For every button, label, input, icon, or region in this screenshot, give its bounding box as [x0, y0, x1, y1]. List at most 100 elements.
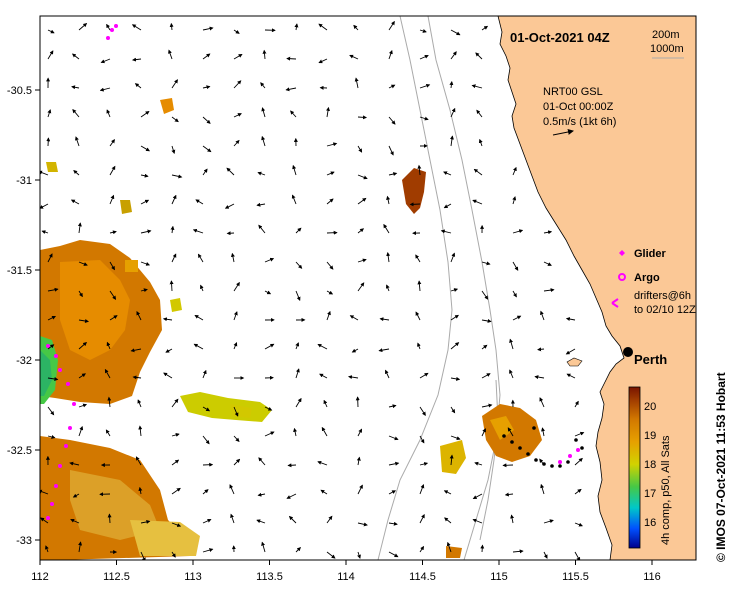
current-vector — [415, 311, 421, 321]
x-tick-label: 116 — [643, 571, 661, 583]
current-vector — [481, 261, 491, 266]
current-vector — [47, 315, 57, 321]
colorbar-tick-18: 18 — [644, 459, 656, 471]
current-vector — [109, 261, 115, 271]
current-vector — [233, 281, 240, 292]
current-vector — [357, 484, 363, 495]
drifter-legend-line1: drifters@6h — [634, 290, 691, 302]
current-vector — [388, 172, 398, 176]
current-vector — [450, 314, 459, 321]
current-vector — [319, 373, 328, 379]
colorbar-caption: 4h comp, p50, All Sats — [660, 435, 672, 545]
current-scale: 0.5m/s (1kt 6h) — [543, 116, 616, 128]
current-vector — [419, 484, 425, 495]
current-vector — [224, 203, 235, 209]
current-vector — [70, 518, 80, 524]
current-vector — [357, 115, 367, 120]
current-vector — [41, 230, 49, 234]
current-vector — [475, 52, 483, 60]
current-vector — [357, 228, 365, 234]
credit-text: © IMOS 07-Oct-2021 11:53 Hobart — [714, 372, 728, 562]
current-vector — [47, 50, 54, 60]
current-vector — [40, 203, 49, 209]
current-vector — [357, 174, 368, 180]
current-vector — [509, 369, 514, 379]
current-vector — [226, 167, 235, 176]
current-vector — [171, 459, 180, 466]
current-vector — [47, 406, 55, 416]
current-vector — [565, 348, 576, 355]
current-vector — [47, 287, 59, 292]
y-tick-label: -30.5 — [7, 85, 32, 97]
current-vector — [357, 145, 363, 153]
perth-marker — [623, 347, 633, 357]
current-vector — [134, 83, 142, 89]
city-label: Perth — [634, 352, 667, 367]
current-vector — [138, 425, 143, 437]
current-vector — [450, 376, 461, 381]
current-vector — [472, 199, 483, 205]
current-vector — [75, 136, 80, 147]
current-vector — [294, 23, 299, 31]
current-vector — [45, 545, 49, 553]
current-vector — [388, 435, 399, 441]
current-vector — [233, 29, 240, 34]
x-tick-label: 115 — [490, 571, 508, 583]
y-tick-label: -31 — [16, 175, 32, 187]
current-vector — [233, 406, 239, 417]
current-vector — [415, 254, 421, 263]
current-vector — [543, 551, 548, 559]
drifter-legend-line2: to 02/10 12Z — [634, 304, 696, 316]
current-vector — [78, 261, 88, 266]
current-vector — [574, 488, 582, 495]
current-vector — [71, 53, 80, 60]
current-vector — [130, 348, 142, 353]
current-vector — [233, 311, 238, 321]
current-vector — [473, 168, 483, 176]
current-vector — [171, 398, 179, 408]
current-vector — [357, 282, 365, 292]
current-vector — [419, 54, 429, 60]
current-vector — [138, 486, 143, 495]
current-vector — [481, 290, 489, 300]
current-vector — [171, 551, 176, 558]
current-vector — [140, 111, 150, 118]
current-vector — [202, 116, 211, 124]
current-vector — [171, 487, 181, 495]
current-vector — [291, 194, 297, 205]
current-vector — [326, 310, 331, 321]
current-vector — [419, 406, 426, 416]
current-vector — [357, 197, 367, 205]
current-vector — [419, 435, 425, 444]
current-vector — [200, 284, 204, 292]
y-tick-label: -31.5 — [7, 265, 32, 277]
drifter-track — [502, 426, 584, 468]
current-vector — [288, 515, 297, 524]
current-vector — [326, 171, 335, 176]
current-vector — [264, 290, 272, 295]
current-vector — [78, 319, 89, 323]
y-axis: -30.5 -31 -31.5 -32 -32.5 -33 — [7, 85, 40, 547]
current-vector — [388, 490, 397, 495]
current-vector — [481, 403, 493, 408]
current-vector — [354, 77, 359, 89]
current-vector — [78, 341, 88, 350]
current-vector — [543, 261, 552, 266]
current-vector — [540, 483, 545, 495]
current-vector — [504, 492, 514, 497]
current-vector — [388, 461, 400, 466]
current-vector — [257, 492, 266, 497]
current-vector — [140, 229, 152, 234]
current-vector — [293, 427, 298, 437]
current-vector — [388, 521, 398, 526]
current-vector — [574, 522, 583, 527]
current-vector — [137, 399, 142, 408]
current-vector — [78, 373, 86, 379]
current-vector — [476, 109, 483, 118]
current-vector — [543, 519, 554, 524]
x-tick-label: 113.5 — [256, 571, 283, 583]
current-vector — [106, 341, 111, 350]
current-vector — [233, 113, 242, 118]
current-vector — [287, 463, 297, 468]
